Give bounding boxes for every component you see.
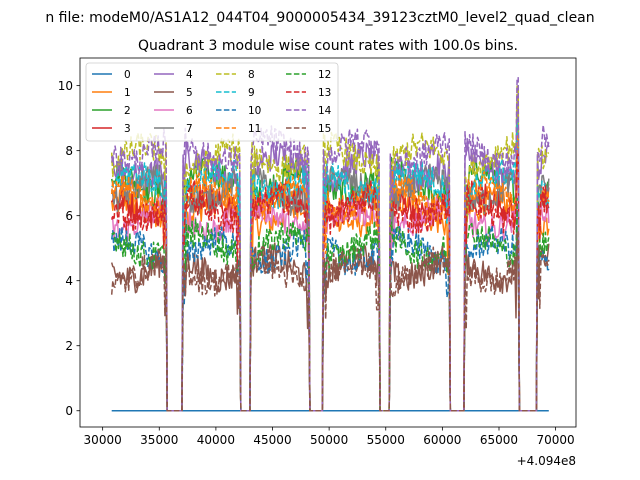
legend-label-7: 7 xyxy=(186,123,193,135)
legend-label-9: 9 xyxy=(248,87,255,99)
y-tick-label: 0 xyxy=(65,404,73,418)
x-axis: 30000 35000 40000 45000 50000 55000 60000 65000… xyxy=(84,427,575,447)
legend-label-3: 3 xyxy=(124,123,131,135)
legend-label-13: 13 xyxy=(318,87,331,99)
legend-label-5: 5 xyxy=(186,87,193,99)
series-line-11 xyxy=(110,135,550,412)
x-axis-offset-label: +4.094e8 xyxy=(517,454,576,468)
legend-label-8: 8 xyxy=(248,69,255,81)
y-tick-label: 4 xyxy=(65,274,73,288)
legend-label-12: 12 xyxy=(318,69,331,81)
series-layer xyxy=(110,77,550,412)
x-tick-label: 50000 xyxy=(310,433,348,447)
legend-label-1: 1 xyxy=(124,87,131,99)
series-line-8 xyxy=(110,85,550,412)
y-tick-label: 2 xyxy=(65,339,73,353)
y-axis: 0 2 4 6 8 10 xyxy=(58,79,80,418)
legend-frame xyxy=(85,62,339,142)
legend-label-10: 10 xyxy=(248,105,261,117)
legend-label-4: 4 xyxy=(186,69,193,81)
series-line-13 xyxy=(110,151,550,412)
x-tick-label: 35000 xyxy=(140,433,178,447)
legend-label-0: 0 xyxy=(124,69,131,81)
x-tick-label: 55000 xyxy=(367,433,405,447)
x-tick-label: 60000 xyxy=(423,433,461,447)
x-tick-label: 70000 xyxy=(537,433,575,447)
y-tick-label: 6 xyxy=(65,209,73,223)
chart-suptitle: n file: modeM0/AS1A12_044T04_9000005434_… xyxy=(45,10,594,26)
series-line-15 xyxy=(110,231,550,412)
legend-label-2: 2 xyxy=(124,105,131,117)
axes-frame xyxy=(79,57,577,428)
series-line-12 xyxy=(111,197,550,412)
legend-label-6: 6 xyxy=(186,105,193,117)
chart-title: Quadrant 3 module wise count rates with … xyxy=(138,38,518,54)
series-line-14 xyxy=(110,77,550,412)
legend-label-15: 15 xyxy=(318,123,331,135)
x-tick-label: 45000 xyxy=(253,433,291,447)
legend-label-14: 14 xyxy=(318,105,332,117)
x-tick-label: 40000 xyxy=(197,433,235,447)
y-tick-label: 8 xyxy=(65,144,73,158)
legend-label-11: 11 xyxy=(248,123,261,135)
x-tick-label: 65000 xyxy=(480,433,518,447)
y-tick-label: 10 xyxy=(58,79,73,93)
x-tick-label: 30000 xyxy=(84,433,122,447)
